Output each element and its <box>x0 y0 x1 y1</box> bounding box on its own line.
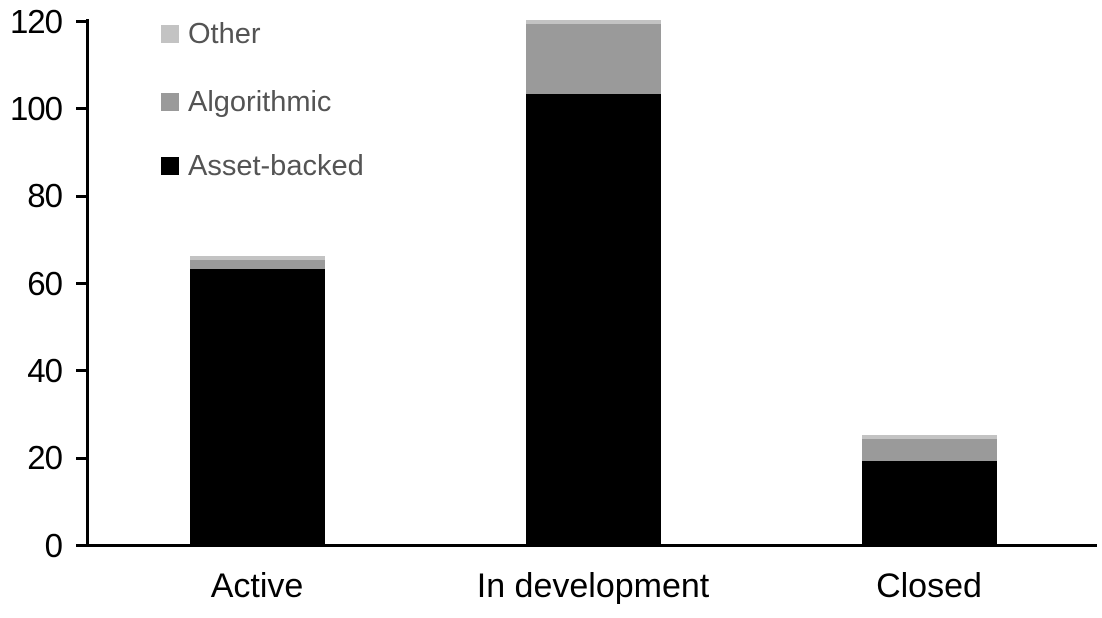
y-tick-label: 100 <box>9 89 63 127</box>
legend-swatch-icon <box>161 157 179 175</box>
bar-segment-other-in-development <box>525 20 661 25</box>
x-axis-line <box>86 544 1097 547</box>
bar-segment-asset-backed-in-development <box>525 94 661 544</box>
bar-segment-other-active <box>189 255 325 261</box>
bar-segment-asset-backed-closed <box>861 461 997 544</box>
x-category-label-in-development: In development <box>476 566 710 605</box>
legend-swatch-icon <box>161 93 179 111</box>
legend-label: Algorithmic <box>188 85 332 118</box>
legend-swatch-icon <box>161 25 179 43</box>
bar-segment-algorithmic-active <box>189 260 325 269</box>
y-tick-mark <box>76 107 86 111</box>
bar-segment-algorithmic-in-development <box>525 24 661 95</box>
y-tick-label: 120 <box>9 2 63 40</box>
x-category-label-active: Active <box>210 566 304 605</box>
x-category-label-closed: Closed <box>876 566 982 605</box>
legend-item-algorithmic: Algorithmic <box>161 85 332 118</box>
y-tick-mark <box>76 282 86 285</box>
y-tick-label: 20 <box>27 439 63 477</box>
bar-segment-algorithmic-closed <box>861 439 997 462</box>
legend-label: Other <box>188 17 261 50</box>
y-axis-line <box>86 19 89 547</box>
y-tick-label: 0 <box>44 526 63 564</box>
y-tick-mark <box>76 369 86 373</box>
legend-item-other: Other <box>161 17 261 50</box>
y-tick-label: 80 <box>27 177 63 215</box>
y-tick-mark <box>76 456 86 460</box>
bar-segment-other-closed <box>861 434 997 440</box>
y-tick-mark <box>76 20 86 23</box>
legend-item-asset-backed: Asset-backed <box>161 149 364 182</box>
legend-label: Asset-backed <box>188 149 364 182</box>
y-tick-label: 40 <box>27 351 63 389</box>
bar-segment-asset-backed-active <box>189 268 325 544</box>
y-tick-mark <box>76 194 86 198</box>
y-tick-mark <box>76 544 86 547</box>
y-tick-label: 60 <box>27 264 63 302</box>
